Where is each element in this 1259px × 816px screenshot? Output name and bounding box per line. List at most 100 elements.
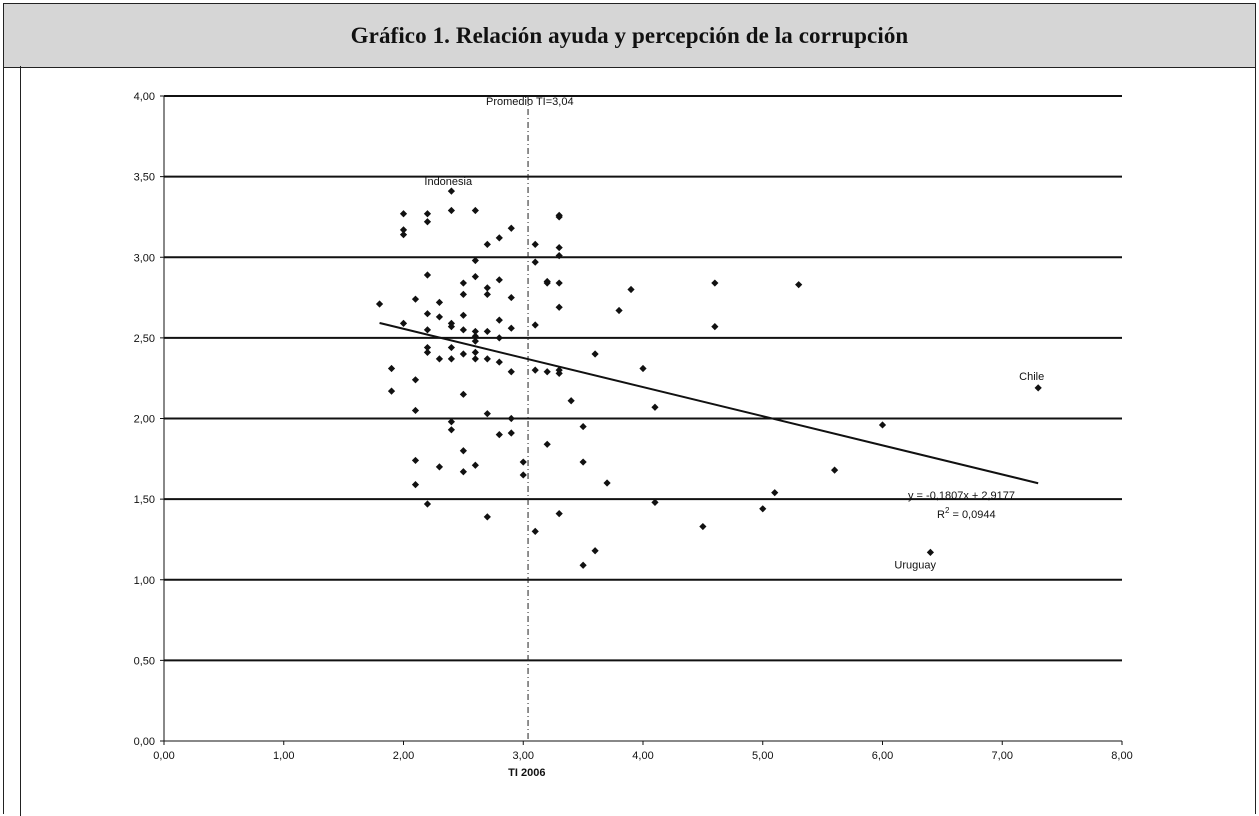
x-tick-label: 8,00 bbox=[1111, 750, 1132, 762]
y-tick-label: 4,00 bbox=[134, 91, 155, 103]
data-point bbox=[495, 358, 503, 366]
x-tick-label: 1,00 bbox=[273, 750, 294, 762]
data-point bbox=[651, 403, 659, 411]
data-point bbox=[795, 281, 803, 289]
data-point bbox=[447, 426, 455, 434]
figure-header: Gráfico 1. Relación ayuda y percepción d… bbox=[4, 4, 1255, 68]
data-point bbox=[531, 240, 539, 248]
data-point bbox=[771, 489, 779, 497]
data-point bbox=[555, 213, 563, 221]
data-point bbox=[387, 387, 396, 395]
data-point bbox=[423, 218, 432, 226]
data-point bbox=[447, 187, 455, 195]
r2-value: = 0,0944 bbox=[949, 509, 995, 521]
data-point bbox=[423, 500, 432, 508]
data-point bbox=[591, 547, 599, 555]
data-point bbox=[579, 458, 587, 466]
data-point bbox=[639, 364, 647, 373]
data-point bbox=[471, 332, 479, 340]
y-tick-label: 3,00 bbox=[134, 252, 155, 264]
data-point bbox=[447, 206, 455, 215]
data-point bbox=[471, 348, 479, 356]
data-point bbox=[459, 311, 467, 319]
data-point bbox=[495, 334, 503, 342]
data-point bbox=[495, 431, 503, 439]
x-tick-label: 5,00 bbox=[752, 750, 773, 762]
trendline bbox=[379, 321, 1039, 485]
x-tick-label: 6,00 bbox=[872, 750, 893, 762]
data-point bbox=[459, 290, 467, 298]
y-tick-label: 1,50 bbox=[134, 494, 155, 506]
data-point bbox=[507, 324, 515, 332]
data-point bbox=[435, 463, 444, 471]
data-point bbox=[627, 285, 635, 294]
point-label: Uruguay bbox=[894, 559, 936, 571]
data-point bbox=[399, 210, 408, 218]
data-point bbox=[579, 561, 587, 569]
data-point bbox=[471, 327, 479, 336]
r2-exponent: 2 bbox=[945, 506, 950, 515]
data-point bbox=[519, 471, 527, 479]
data-point bbox=[435, 355, 444, 363]
data-point bbox=[471, 206, 479, 215]
data-point bbox=[615, 306, 623, 315]
data-point bbox=[411, 376, 420, 384]
data-point bbox=[483, 410, 491, 418]
data-point bbox=[423, 310, 432, 318]
data-point bbox=[483, 327, 491, 336]
data-point bbox=[507, 293, 515, 302]
data-point bbox=[423, 210, 432, 218]
data-point bbox=[447, 418, 455, 426]
data-point bbox=[375, 300, 384, 308]
data-point bbox=[567, 397, 575, 405]
data-point bbox=[878, 421, 887, 429]
y-tick-label: 0,00 bbox=[134, 736, 155, 748]
data-point bbox=[459, 326, 467, 334]
data-point bbox=[711, 322, 719, 331]
y-tick-label: 2,50 bbox=[134, 333, 155, 345]
data-point bbox=[555, 252, 563, 260]
point-annotations: Indonesia Chile Uruguay bbox=[424, 176, 1044, 571]
data-point bbox=[471, 273, 479, 281]
data-point bbox=[483, 284, 491, 292]
data-point bbox=[459, 390, 467, 398]
y-tick-label: 0,50 bbox=[134, 655, 155, 667]
chart-title: Gráfico 1. Relación ayuda y percepción d… bbox=[350, 22, 909, 48]
data-point bbox=[387, 364, 396, 373]
data-point bbox=[459, 350, 467, 358]
data-point bbox=[531, 258, 539, 266]
data-point bbox=[507, 368, 515, 376]
data-points bbox=[375, 187, 1042, 569]
trendline-r-squared: R2 = 0,0944 bbox=[937, 506, 996, 521]
data-point bbox=[495, 234, 503, 242]
trendline-group: y = -0,1807x + 2,9177 R2 = 0,0944 bbox=[379, 321, 1039, 521]
x-tick-label: 3,00 bbox=[513, 750, 534, 762]
data-point bbox=[471, 461, 479, 469]
x-tick-label: 7,00 bbox=[992, 750, 1013, 762]
data-point bbox=[471, 355, 479, 363]
data-point bbox=[555, 279, 563, 287]
data-point bbox=[399, 319, 408, 327]
trendline-equation: y = -0,1807x + 2,9177 bbox=[908, 490, 1015, 502]
x-tick-label: 0,00 bbox=[153, 750, 174, 762]
x-axis-title: TI 2006 bbox=[508, 767, 545, 779]
data-point bbox=[519, 458, 527, 466]
point-label: Chile bbox=[1019, 371, 1044, 383]
data-point bbox=[507, 224, 515, 232]
data-point bbox=[699, 522, 707, 531]
data-point bbox=[399, 231, 408, 239]
data-point bbox=[447, 355, 455, 363]
data-point bbox=[507, 429, 515, 437]
data-point bbox=[495, 276, 503, 284]
data-point bbox=[471, 337, 479, 345]
data-point bbox=[591, 350, 599, 358]
data-point bbox=[399, 226, 408, 234]
y-tick-label: 3,50 bbox=[134, 172, 155, 184]
data-point bbox=[483, 290, 491, 298]
average-reference-label: Promedio TI=3,04 bbox=[486, 96, 574, 108]
data-point bbox=[543, 440, 551, 448]
data-point bbox=[459, 279, 467, 287]
data-point bbox=[411, 406, 420, 415]
data-point bbox=[711, 279, 719, 287]
